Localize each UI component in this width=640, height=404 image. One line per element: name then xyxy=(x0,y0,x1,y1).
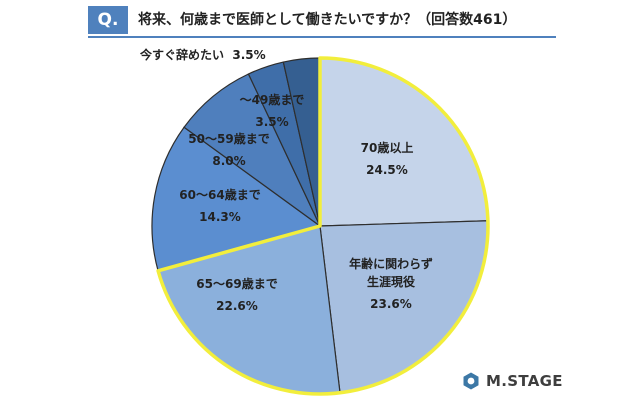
slice-label-6: 今すぐ辞めたい 3.5% xyxy=(139,47,266,62)
slice-label-4: 50～59歳まで xyxy=(188,131,269,146)
slice-label-2: 65～69歳まで xyxy=(196,276,277,291)
brand-name: M.STAGE xyxy=(486,372,563,390)
question-text: 将来、何歳まで医師として働きたいですか？（回答数461） xyxy=(138,12,517,28)
slice-label-1-line-1: 生涯現役 xyxy=(367,274,415,289)
slice-label-0: 70歳以上 xyxy=(361,140,414,155)
slice-value-5: 3.5% xyxy=(255,115,288,129)
m-stage-logo-icon xyxy=(463,372,479,390)
slice-label-5: ～49歳まで xyxy=(240,92,305,107)
slice-value-0: 24.5% xyxy=(366,163,408,177)
question-badge: Q. xyxy=(88,6,128,34)
slice-value-2: 22.6% xyxy=(216,299,258,313)
pie-slice-3 xyxy=(151,126,322,272)
slice-value-1: 23.6% xyxy=(370,297,412,311)
question-header: Q. 将来、何歳まで医師として働きたいですか？（回答数461） xyxy=(88,6,556,38)
highlight-outline xyxy=(156,56,490,396)
slice-label-3: 60～64歳まで xyxy=(179,187,260,202)
slice-value-3: 14.3% xyxy=(199,210,241,224)
slice-label-1-line-0: 年齢に関わらず xyxy=(349,256,433,271)
slice-value-4: 8.0% xyxy=(212,154,245,168)
brand-logo: M.STAGE xyxy=(461,370,563,392)
